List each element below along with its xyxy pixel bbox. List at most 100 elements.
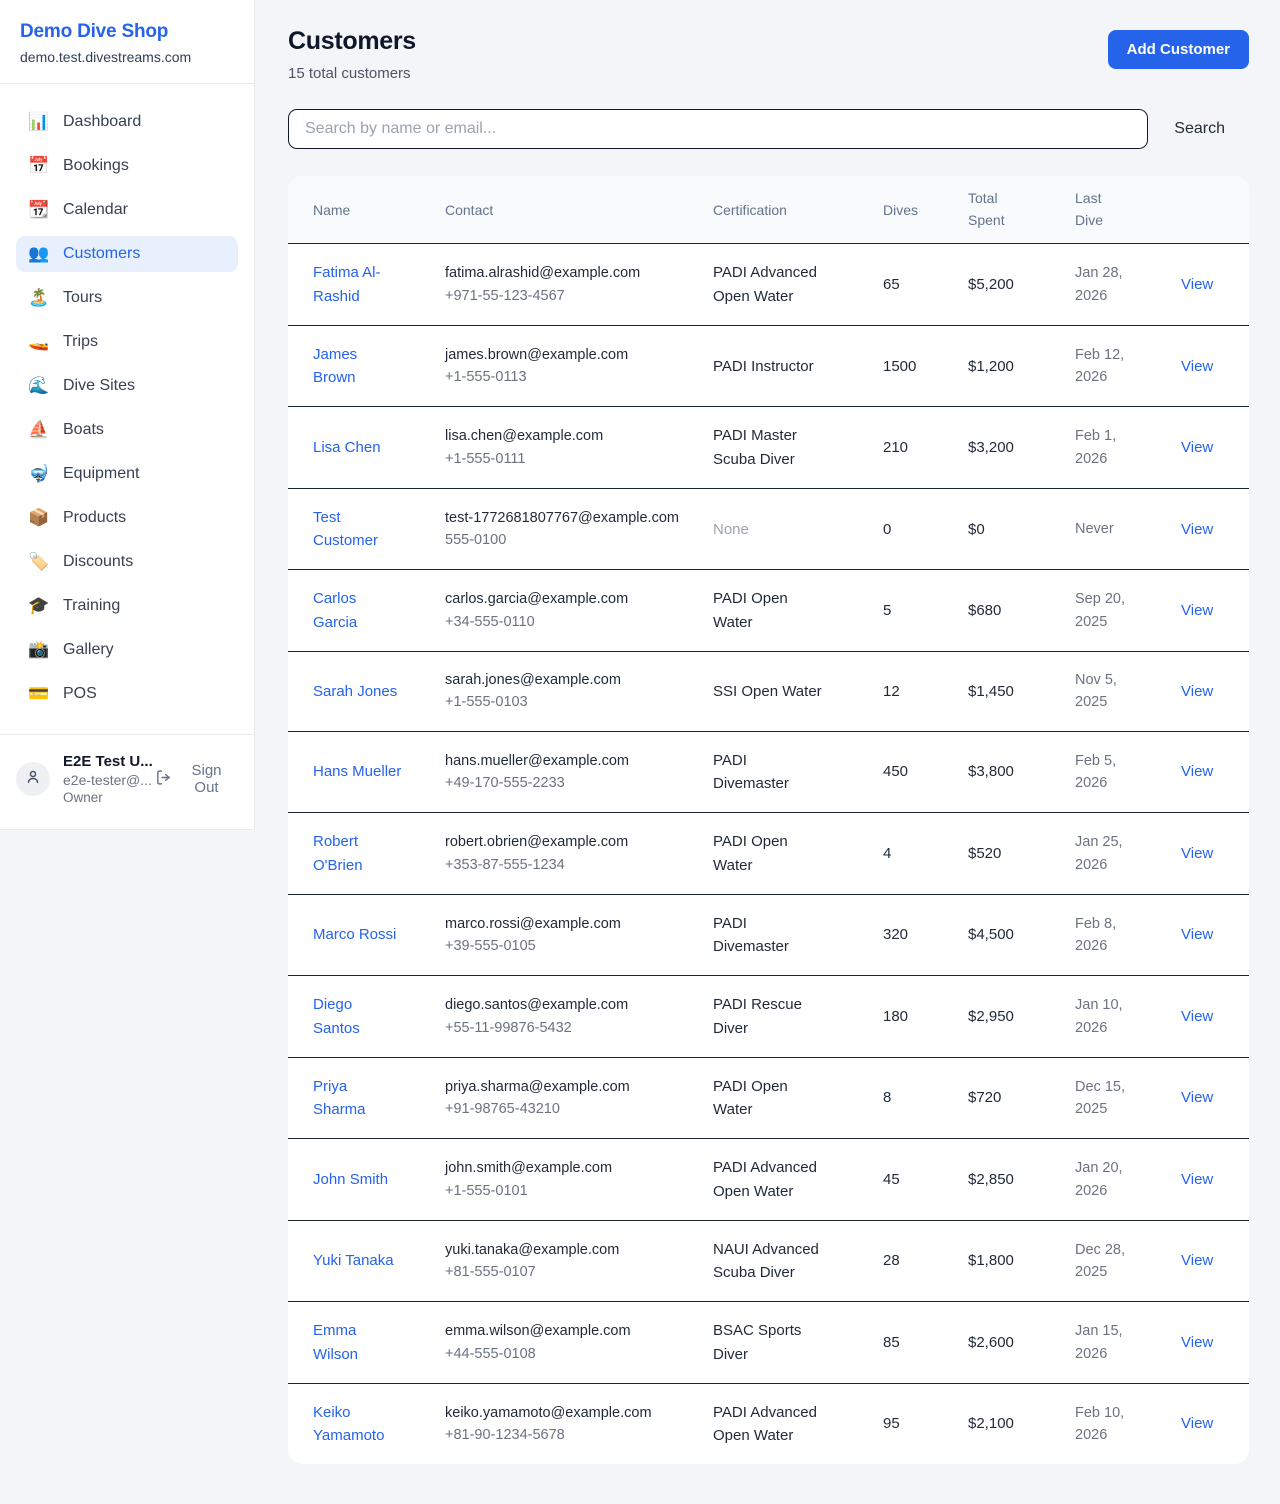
customer-dives: 320 bbox=[883, 926, 909, 944]
user-email: e2e-tester@... bbox=[63, 772, 152, 788]
customer-name-link[interactable]: Fatima Al-Rashid bbox=[313, 264, 381, 305]
customer-dives: 5 bbox=[883, 602, 892, 619]
sailboat-icon: ⛵ bbox=[28, 420, 50, 439]
customer-name-link[interactable]: Carlos Garcia bbox=[313, 590, 358, 631]
customer-certification: PADI Divemaster bbox=[713, 914, 789, 956]
sidebar-item-bookings[interactable]: 📅 Bookings bbox=[16, 148, 238, 184]
customer-certification: PADI Open Water bbox=[713, 590, 788, 631]
customer-name-link[interactable]: Diego Santos bbox=[313, 996, 360, 1037]
customer-last-dive: Feb 8, 2026 bbox=[1075, 915, 1117, 955]
customer-certification: PADI Master Scuba Diver bbox=[713, 427, 797, 468]
customer-last-dive: Nov 5, 2025 bbox=[1075, 671, 1117, 711]
customer-name-link[interactable]: Test Customer bbox=[313, 508, 379, 550]
customer-email: priya.sharma@example.com bbox=[445, 1078, 630, 1095]
customer-total-spent: $2,600 bbox=[968, 1333, 1014, 1351]
sidebar-item-label: Bookings bbox=[63, 157, 129, 174]
table-row: Diego Santos diego.santos@example.com +55-… bbox=[288, 975, 1249, 1058]
sidebar-item-dashboard[interactable]: 📊 Dashboard bbox=[16, 104, 238, 140]
shop-name: Demo Dive Shop bbox=[20, 21, 169, 42]
sidebar-divider bbox=[0, 83, 254, 84]
view-customer-link[interactable]: View bbox=[1181, 1170, 1214, 1188]
page-title-block: Customers 15 total customers bbox=[288, 27, 416, 82]
customer-last-dive: Jan 10, 2026 bbox=[1075, 997, 1123, 1036]
customer-name-link[interactable]: Sarah Jones bbox=[313, 682, 398, 700]
sidebar-item-label: POS bbox=[63, 685, 97, 702]
customer-name-link[interactable]: John Smith bbox=[313, 1170, 389, 1188]
customer-certification: PADI Advanced Open Water bbox=[713, 264, 817, 305]
customer-phone: +34-555-0110 bbox=[445, 613, 535, 630]
add-customer-button[interactable]: Add Customer bbox=[1107, 30, 1249, 69]
customer-name-link[interactable]: James Brown bbox=[313, 345, 358, 387]
sidebar-item-trips[interactable]: 🚤 Trips bbox=[16, 324, 238, 360]
customer-phone: +1-555-0111 bbox=[445, 450, 526, 467]
customer-dives: 450 bbox=[883, 763, 909, 781]
view-customer-link[interactable]: View bbox=[1181, 602, 1214, 619]
customer-name-link[interactable]: Yuki Tanaka bbox=[313, 1252, 394, 1270]
view-customer-link[interactable]: View bbox=[1181, 439, 1214, 456]
sidebar-item-label: Boats bbox=[63, 421, 104, 438]
sidebar-item-pos[interactable]: 💳 POS bbox=[16, 676, 238, 712]
customer-certification: PADI Instructor bbox=[713, 357, 814, 375]
search-button[interactable]: Search bbox=[1148, 120, 1249, 138]
customer-dives: 95 bbox=[883, 1415, 900, 1433]
customer-last-dive: Sep 20, 2025 bbox=[1075, 591, 1125, 630]
customer-email: yuki.tanaka@example.com bbox=[445, 1241, 620, 1258]
column-header-name: Name bbox=[288, 176, 433, 245]
view-customer-link[interactable]: View bbox=[1181, 682, 1214, 700]
view-customer-link[interactable]: View bbox=[1181, 276, 1214, 293]
sidebar-item-customers[interactable]: 👥 Customers bbox=[16, 236, 238, 272]
sign-out-button[interactable]: Sign Out bbox=[149, 762, 234, 796]
view-customer-link[interactable]: View bbox=[1181, 1089, 1214, 1107]
sidebar-item-tours[interactable]: 🏝️ Tours bbox=[16, 280, 238, 316]
customer-certification: PADI Divemaster bbox=[713, 751, 789, 793]
people-icon: 👥 bbox=[28, 244, 50, 263]
customer-certification: None bbox=[713, 520, 749, 538]
table-row: John Smith john.smith@example.com +1-555-0… bbox=[288, 1138, 1249, 1221]
table-row: Sarah Jones sarah.jones@example.com +1-555… bbox=[288, 651, 1249, 732]
search-input[interactable] bbox=[288, 109, 1149, 149]
customer-dives: 210 bbox=[883, 439, 909, 456]
customer-certification: PADI Open Water bbox=[713, 833, 788, 874]
sidebar-item-training[interactable]: 🎓 Training bbox=[16, 588, 238, 624]
customer-name-link[interactable]: Marco Rossi bbox=[313, 926, 397, 944]
view-customer-link[interactable]: View bbox=[1181, 844, 1214, 862]
table-row: Robert O'Brien robert.obrien@example.com +… bbox=[288, 812, 1249, 895]
tear-off-calendar-icon: 📆 bbox=[28, 200, 50, 219]
table-row: Emma Wilson emma.wilson@example.com +44-55… bbox=[288, 1301, 1249, 1384]
view-customer-link[interactable]: View bbox=[1181, 357, 1214, 375]
search-bar: Search bbox=[288, 109, 1249, 149]
customer-name-link[interactable]: Robert O'Brien bbox=[313, 833, 363, 874]
customer-total-spent: $1,800 bbox=[968, 1252, 1014, 1270]
customer-name-link[interactable]: Keiko Yamamoto bbox=[313, 1403, 385, 1445]
customer-dives: 8 bbox=[883, 1089, 892, 1107]
table-row: Yuki Tanaka yuki.tanaka@example.com +81-55… bbox=[288, 1220, 1249, 1303]
customer-dives: 180 bbox=[883, 1007, 909, 1025]
customer-name-link[interactable]: Lisa Chen bbox=[313, 439, 381, 456]
column-header-certification: Certification bbox=[701, 176, 871, 245]
view-customer-link[interactable]: View bbox=[1181, 1252, 1214, 1270]
customer-total-spent: $0 bbox=[968, 520, 985, 538]
sidebar-item-discounts[interactable]: 🏷️ Discounts bbox=[16, 544, 238, 580]
customer-email: sarah.jones@example.com bbox=[445, 671, 621, 688]
sidebar-item-equipment[interactable]: 🤿 Equipment bbox=[16, 456, 238, 492]
view-customer-link[interactable]: View bbox=[1181, 763, 1214, 781]
customer-last-dive: Dec 15, 2025 bbox=[1075, 1078, 1125, 1118]
sidebar-item-dive-sites[interactable]: 🌊 Dive Sites bbox=[16, 368, 238, 404]
customer-email: carlos.garcia@example.com bbox=[445, 591, 629, 608]
sidebar-item-calendar[interactable]: 📆 Calendar bbox=[16, 192, 238, 228]
user-role: Owner bbox=[63, 790, 103, 805]
customer-total-spent: $520 bbox=[968, 844, 1002, 862]
customer-total-spent: $2,950 bbox=[968, 1007, 1014, 1025]
sidebar-item-gallery[interactable]: 📸 Gallery bbox=[16, 632, 238, 668]
sidebar-item-boats[interactable]: ⛵ Boats bbox=[16, 412, 238, 448]
view-customer-link[interactable]: View bbox=[1181, 1007, 1214, 1025]
customer-name-link[interactable]: Priya Sharma bbox=[313, 1077, 366, 1119]
view-customer-link[interactable]: View bbox=[1181, 520, 1214, 538]
customer-name-link[interactable]: Hans Mueller bbox=[313, 763, 402, 781]
customer-name-link[interactable]: Emma Wilson bbox=[313, 1322, 359, 1363]
sidebar-item-products[interactable]: 📦 Products bbox=[16, 500, 238, 536]
view-customer-link[interactable]: View bbox=[1181, 1415, 1214, 1433]
customer-last-dive: Feb 5, 2026 bbox=[1075, 752, 1117, 792]
view-customer-link[interactable]: View bbox=[1181, 1333, 1214, 1351]
view-customer-link[interactable]: View bbox=[1181, 926, 1214, 944]
